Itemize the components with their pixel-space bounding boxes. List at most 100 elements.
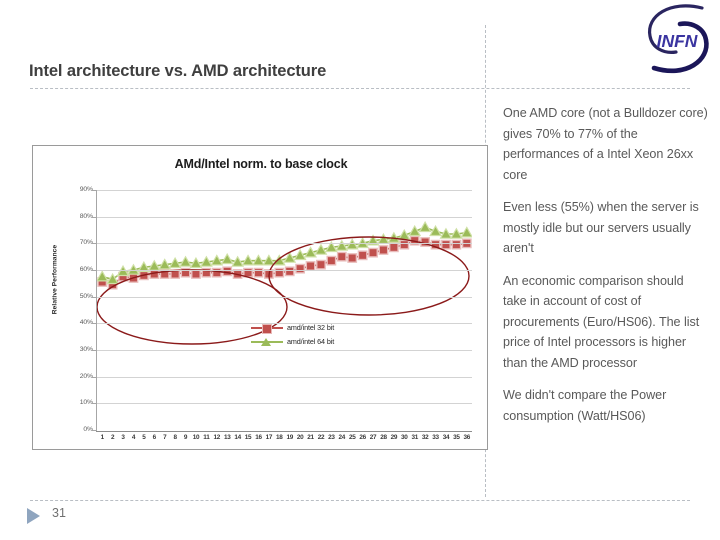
chart-series-svg (95, 220, 474, 345)
legend-label-32bit: amd/intel 32 bit (287, 323, 335, 332)
data-point (441, 239, 451, 250)
x-tick-14: 14 (234, 434, 241, 441)
data-point (335, 239, 349, 251)
x-tick-12: 12 (213, 434, 221, 441)
data-point (241, 254, 255, 266)
data-point (324, 240, 338, 253)
y-tick-mark (92, 350, 96, 351)
data-point (179, 255, 192, 267)
gridline (97, 243, 472, 245)
data-point (314, 243, 328, 255)
y-tick-30%: 30% (79, 346, 93, 353)
data-point (168, 256, 182, 269)
y-tick-mark (92, 430, 96, 431)
note-paragraph-0: One AMD core (not a Bulldozer core) give… (503, 106, 708, 182)
gridline (97, 270, 472, 271)
data-point (253, 267, 264, 278)
data-point (220, 252, 234, 265)
data-point (326, 255, 337, 266)
data-point (378, 245, 389, 255)
data-point (368, 247, 378, 258)
data-point (397, 228, 411, 241)
data-point (199, 255, 213, 267)
x-tick-6: 6 (152, 434, 157, 441)
chart-x-tick-labels: 1 2 3 4 5 6 7 8 9 10 11 12 13 14 15 16 17 18 19 20 21 22 23 24 2… (97, 434, 472, 448)
legend-item-0: amd/intel 32 bit (249, 321, 409, 335)
x-tick-36: 36 (463, 434, 471, 441)
x-tick-29: 29 (390, 434, 398, 441)
data-point (357, 250, 368, 261)
data-point (170, 269, 181, 279)
x-tick-25: 25 (348, 434, 356, 441)
svg-text:INFN: INFN (657, 31, 698, 51)
chart-y-tick-labels: 90% 80% 70% 60% 50% 40% 30% 20% 10% 0% (47, 186, 93, 433)
data-point (451, 239, 462, 250)
header-divider (30, 88, 690, 89)
x-tick-26: 26 (359, 434, 366, 441)
x-tick-27: 27 (369, 434, 377, 441)
data-point (222, 266, 233, 277)
note-paragraph-3: We didn't compare the Power consumption … (503, 388, 667, 423)
y-tick-70%: 70% (79, 239, 93, 247)
y-tick-mark (92, 190, 96, 191)
data-point (106, 272, 120, 285)
infn-logo-icon: INFN (648, 4, 709, 74)
data-point (316, 259, 326, 270)
data-point (210, 254, 224, 266)
data-point (231, 255, 245, 267)
data-point (356, 236, 370, 249)
data-point (449, 227, 463, 239)
legend-marker-32bit (262, 324, 272, 334)
y-tick-mark (92, 216, 96, 218)
x-tick-11: 11 (203, 434, 210, 441)
legend-label-64bit: amd/intel 64 bit (287, 337, 335, 346)
data-point (439, 227, 453, 239)
x-tick-18: 18 (276, 434, 283, 441)
x-tick-5: 5 (142, 434, 146, 441)
data-point (295, 263, 306, 274)
x-tick-34: 34 (442, 434, 450, 441)
data-point (429, 224, 442, 237)
y-tick-20%: 20% (79, 372, 93, 380)
y-tick-90%: 90% (79, 186, 93, 193)
data-point (430, 239, 441, 250)
x-tick-30: 30 (401, 434, 408, 441)
x-tick-20: 20 (296, 434, 304, 441)
data-point (293, 248, 307, 261)
chart-title: AMd/Intel norm. to base clock (174, 157, 348, 171)
legend-marker-64bit (261, 338, 271, 346)
data-point (336, 251, 347, 262)
data-point (137, 260, 151, 273)
y-tick-mark (92, 243, 96, 245)
gridline (97, 216, 472, 218)
y-tick-mark (92, 376, 96, 378)
data-point (159, 269, 170, 279)
data-point (388, 242, 399, 253)
x-tick-16: 16 (255, 434, 262, 441)
x-tick-19: 19 (286, 434, 293, 441)
data-point (201, 267, 212, 278)
data-point (366, 234, 380, 246)
chart-y-axis (96, 190, 97, 431)
x-tick-23: 23 (328, 434, 335, 441)
gridline (97, 350, 472, 351)
y-tick-mark (92, 323, 96, 325)
y-tick-50%: 50% (79, 292, 93, 300)
x-tick-35: 35 (453, 434, 460, 441)
data-point (158, 258, 172, 270)
notes-column: One AMD core (not a Bulldozer core) give… (503, 103, 708, 438)
page-title: Intel architecture vs. AMD architecture (29, 62, 327, 80)
x-tick-15: 15 (244, 434, 252, 441)
next-slide-icon[interactable] (27, 508, 40, 524)
data-point (191, 269, 201, 279)
x-tick-2: 2 (110, 434, 115, 441)
x-tick-24: 24 (338, 434, 346, 441)
y-tick-80%: 80% (79, 212, 93, 220)
right-group-ellipse (268, 236, 470, 316)
data-point (408, 224, 422, 237)
data-point (211, 267, 222, 278)
gridline (97, 190, 472, 191)
note-paragraph-1: Even less (55%) when the server is mostl… (503, 200, 699, 255)
data-point (180, 267, 191, 278)
y-tick-mark (92, 270, 96, 271)
